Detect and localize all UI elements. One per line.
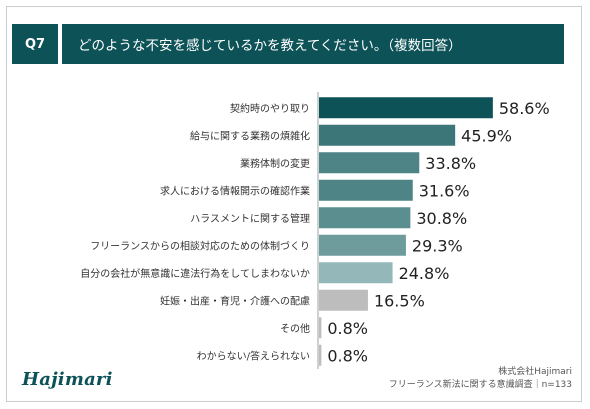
bar (319, 262, 393, 284)
question-header: Q7 どのような不安を感じているかを教えてください。（複数回答） (12, 24, 564, 64)
category-label: 求人における情報開示の確認作業 (160, 184, 310, 197)
category-label: 給与に関する業務の煩雑化 (190, 129, 310, 142)
chart-frame (6, 6, 582, 402)
value-label: 31.6% (419, 181, 470, 200)
value-label: 45.9% (461, 126, 512, 145)
bar (319, 124, 456, 146)
bar (319, 234, 406, 256)
question-title: どのような不安を感じているかを教えてください。（複数回答） (62, 24, 564, 64)
value-label: 0.8% (327, 346, 368, 365)
value-label: 29.3% (412, 236, 463, 255)
value-label: 33.8% (425, 154, 476, 173)
category-label: 業務体制の変更 (240, 157, 310, 170)
source-footer: 株式会社Hajimari フリーランス新法に関する意識調査｜n=133 (389, 366, 572, 392)
category-label: 自分の会社が無意識に違法行為をしてしまわないか (80, 267, 310, 280)
category-label: ハラスメントに関する管理 (190, 212, 310, 225)
category-label: フリーランスからの相談対応のための体制づくり (90, 239, 310, 252)
category-label: わからない/答えられない (197, 349, 310, 362)
bar (319, 97, 493, 119)
category-label: 契約時のやり取り (230, 102, 310, 115)
value-label: 30.8% (416, 209, 467, 228)
value-label: 24.8% (399, 264, 450, 283)
value-label: 0.8% (327, 319, 368, 338)
hajimari-logo: Hajimari (22, 369, 113, 390)
footer-survey: フリーランス新法に関する意識調査｜n=133 (388, 380, 572, 390)
category-label: その他 (280, 322, 310, 335)
bar (319, 207, 411, 229)
question-number-badge: Q7 (12, 24, 58, 64)
bar (319, 152, 420, 174)
value-label: 58.6% (499, 99, 550, 118)
bar (319, 317, 322, 339)
bar (319, 289, 368, 311)
bar (319, 179, 413, 201)
value-label: 16.5% (374, 291, 425, 310)
bar (319, 344, 322, 366)
footer-company: 株式会社Hajimari (498, 367, 572, 377)
category-label: 妊娠・出産・育児・介護への配慮 (160, 294, 310, 307)
